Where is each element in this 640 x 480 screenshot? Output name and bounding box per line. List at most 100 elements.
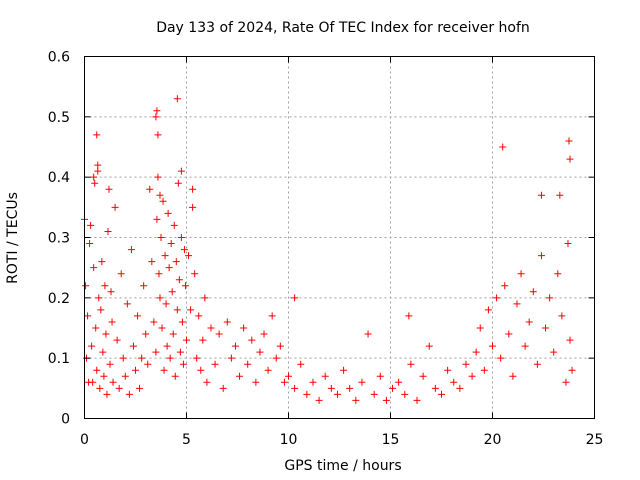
data-point [562,378,570,386]
data-point [195,312,203,320]
data-point [183,336,190,344]
data-point [197,366,205,374]
data-point [219,384,227,392]
data-point [91,179,99,187]
data-point [456,384,464,392]
data-point [90,264,98,272]
data-point [285,372,292,380]
data-point [297,360,305,368]
data-point [154,131,162,139]
data-point [568,366,576,374]
data-point [476,324,484,332]
data-point [260,330,268,338]
data-point [102,330,110,338]
data-point [223,318,231,326]
data-point [256,348,264,356]
x-tick-label: 5 [182,432,191,448]
data-point [146,185,154,193]
data-point [152,113,160,121]
data-point [493,294,501,302]
data-point [525,318,533,326]
data-point [167,240,175,248]
data-point [177,167,185,175]
data-point [111,203,119,211]
data-point [364,330,372,338]
data-point [173,95,181,103]
data-point [101,282,109,290]
data-point [517,270,525,278]
data-point [272,354,280,362]
data-point [154,173,162,181]
data-point [156,294,164,302]
data-point [94,161,102,169]
data-point [431,384,439,392]
data-point [419,372,427,380]
data-point [117,270,125,278]
data-point [521,342,529,350]
data-point [156,191,164,199]
data-point [513,300,521,308]
data-point [340,366,348,374]
data-point [231,342,239,350]
data-point [240,324,248,332]
data-point [109,378,117,386]
data-point [450,378,458,386]
y-axis-tick-labels: 0 0.1 0.2 0.3 0.4 0.5 0.6 [48,50,70,428]
data-point [215,330,223,338]
data-point [104,227,112,235]
y-tick-label: 0.4 [48,170,70,186]
data-point [140,282,148,290]
data-point [566,155,574,163]
data-point [165,264,173,272]
data-point [425,342,433,350]
data-point [168,288,176,296]
data-point [106,360,114,368]
data-point [327,384,335,392]
data-point [193,354,201,362]
data-point [268,312,276,320]
chart-title: Day 133 of 2024, Rate Of TEC Index for r… [156,20,530,36]
y-tick-label: 0.3 [48,231,70,247]
data-point [352,396,360,404]
data-point [358,378,366,386]
data-point [501,282,509,290]
data-point [321,372,329,380]
data-point [172,258,180,266]
data-point [148,258,156,266]
data-point [181,282,189,290]
data-point [333,390,341,398]
data-point [178,318,186,326]
data-point [84,312,92,320]
data-point [98,258,106,266]
data-point [121,372,129,380]
data-point [537,191,545,199]
data-point [163,342,171,350]
data-point [105,185,113,193]
data-point [142,330,150,338]
data-point [438,390,445,398]
data-point [97,306,105,314]
data-point [187,306,195,314]
data-point [236,372,244,380]
data-point [554,270,562,278]
data-point [264,366,272,374]
data-point [199,336,207,344]
data-point [407,360,415,368]
data-point [413,396,421,404]
data-point [99,348,107,356]
data-point [505,330,513,338]
data-point [179,360,187,368]
y-tick-label: 0.1 [48,351,70,367]
data-point [113,336,121,344]
data-point [82,282,90,290]
data-point [180,246,188,254]
x-axis-tick-labels: 0 5 10 15 20 25 [80,432,603,448]
data-point [87,221,95,229]
y-tick-label: 0 [61,412,70,428]
data-point [462,360,470,368]
data-point [115,384,123,392]
data-point [153,215,161,223]
data-point [248,336,256,344]
data-point [107,288,115,296]
data-point [395,378,403,386]
